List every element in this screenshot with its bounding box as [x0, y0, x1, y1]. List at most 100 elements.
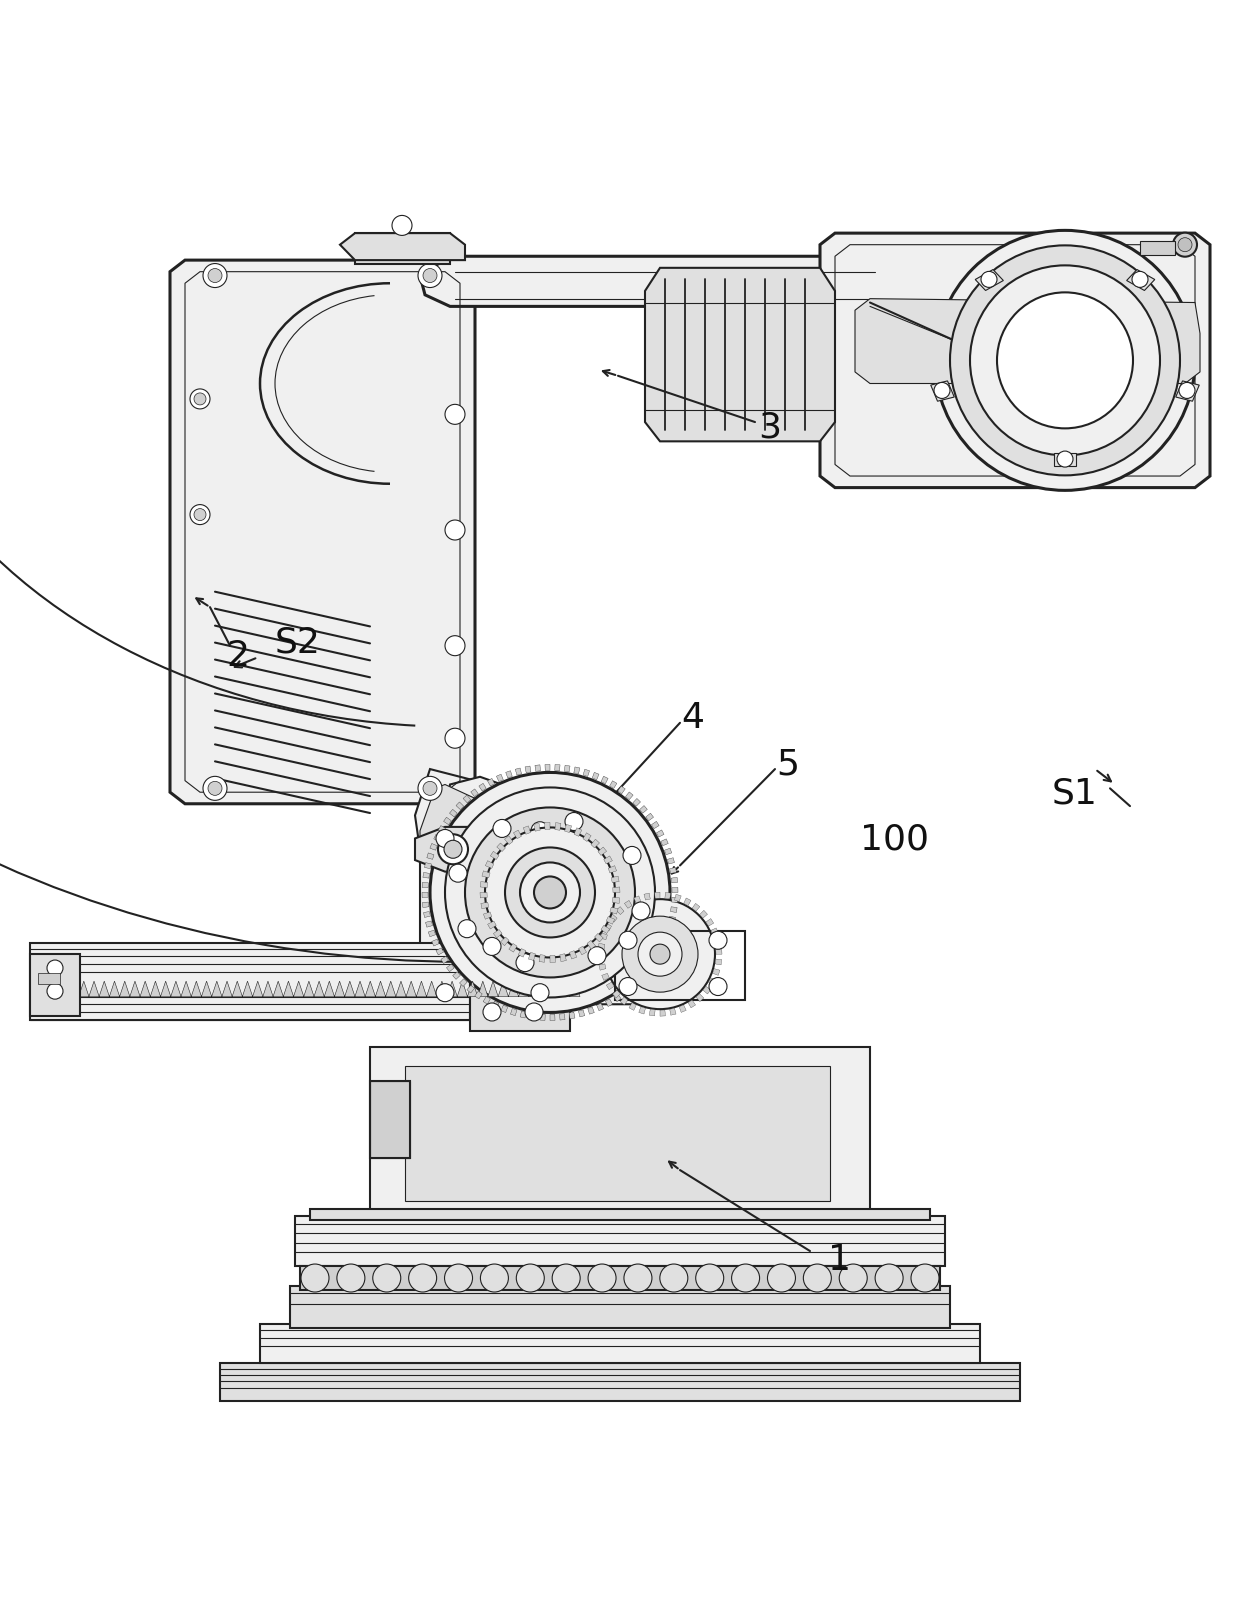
Circle shape — [203, 265, 227, 288]
Polygon shape — [606, 918, 615, 924]
Polygon shape — [424, 911, 430, 918]
Circle shape — [409, 1265, 436, 1292]
Polygon shape — [520, 1011, 526, 1019]
Circle shape — [193, 509, 206, 521]
Circle shape — [418, 265, 441, 288]
Polygon shape — [420, 831, 650, 1004]
Circle shape — [458, 921, 476, 938]
Circle shape — [445, 728, 465, 749]
Polygon shape — [415, 828, 490, 873]
Circle shape — [552, 1265, 580, 1292]
Circle shape — [639, 932, 682, 977]
Polygon shape — [671, 877, 677, 884]
Polygon shape — [625, 902, 632, 908]
Polygon shape — [620, 998, 627, 1006]
Circle shape — [436, 983, 454, 1003]
Polygon shape — [556, 823, 560, 831]
Polygon shape — [481, 903, 489, 910]
Polygon shape — [625, 792, 634, 800]
Polygon shape — [480, 882, 487, 889]
Bar — [38, 974, 60, 985]
Polygon shape — [1127, 270, 1154, 291]
Circle shape — [445, 787, 655, 998]
Polygon shape — [539, 1014, 546, 1020]
Polygon shape — [629, 982, 637, 990]
Circle shape — [1179, 382, 1195, 399]
Polygon shape — [438, 826, 446, 834]
Polygon shape — [820, 235, 1210, 489]
Circle shape — [875, 1265, 903, 1292]
Polygon shape — [672, 898, 678, 903]
Polygon shape — [487, 921, 496, 929]
Circle shape — [193, 394, 206, 405]
Polygon shape — [467, 985, 475, 993]
Polygon shape — [496, 775, 503, 783]
Text: 3: 3 — [759, 410, 781, 445]
Circle shape — [423, 783, 436, 795]
Polygon shape — [601, 974, 609, 980]
Circle shape — [438, 834, 467, 865]
Polygon shape — [518, 950, 526, 958]
Circle shape — [619, 979, 637, 996]
Polygon shape — [706, 919, 714, 927]
Polygon shape — [713, 969, 720, 975]
Circle shape — [47, 961, 63, 977]
Polygon shape — [703, 987, 711, 995]
Circle shape — [516, 1265, 544, 1292]
Circle shape — [660, 1265, 688, 1292]
Polygon shape — [601, 776, 608, 784]
Circle shape — [505, 848, 595, 938]
Polygon shape — [629, 1003, 636, 1011]
Circle shape — [934, 382, 950, 399]
Bar — [260, 1324, 980, 1363]
Circle shape — [768, 1265, 796, 1292]
Circle shape — [423, 270, 436, 283]
Polygon shape — [533, 824, 541, 832]
Polygon shape — [471, 789, 479, 797]
Polygon shape — [614, 995, 621, 1003]
Polygon shape — [445, 778, 551, 869]
Circle shape — [709, 932, 727, 950]
Polygon shape — [430, 844, 438, 850]
Circle shape — [622, 916, 698, 993]
Circle shape — [485, 828, 615, 958]
Circle shape — [534, 877, 565, 910]
Polygon shape — [415, 770, 570, 874]
Circle shape — [624, 1265, 652, 1292]
Circle shape — [622, 847, 641, 865]
Polygon shape — [423, 903, 429, 908]
Text: 4: 4 — [682, 701, 704, 734]
Polygon shape — [501, 937, 510, 947]
Circle shape — [480, 1265, 508, 1292]
Circle shape — [494, 820, 511, 837]
Circle shape — [650, 945, 670, 964]
Polygon shape — [551, 956, 556, 963]
Polygon shape — [600, 934, 608, 940]
Polygon shape — [539, 955, 546, 963]
Polygon shape — [544, 765, 551, 771]
Circle shape — [445, 636, 465, 656]
Polygon shape — [513, 831, 521, 839]
Circle shape — [190, 389, 210, 410]
Polygon shape — [528, 953, 536, 961]
Polygon shape — [672, 889, 678, 893]
Polygon shape — [569, 1012, 575, 1019]
Polygon shape — [606, 982, 614, 990]
Polygon shape — [610, 908, 618, 914]
Polygon shape — [551, 1014, 556, 1020]
Polygon shape — [668, 916, 676, 922]
Circle shape — [525, 1003, 543, 1022]
Polygon shape — [640, 807, 647, 813]
Polygon shape — [613, 887, 620, 893]
Text: 100: 100 — [861, 821, 930, 857]
Circle shape — [632, 903, 650, 921]
Polygon shape — [497, 844, 506, 852]
Circle shape — [337, 1265, 365, 1292]
Polygon shape — [618, 786, 625, 794]
Polygon shape — [639, 1008, 646, 1014]
Circle shape — [301, 1265, 329, 1292]
Polygon shape — [453, 972, 460, 980]
Polygon shape — [594, 934, 603, 942]
Polygon shape — [544, 823, 551, 831]
Circle shape — [47, 983, 63, 1000]
